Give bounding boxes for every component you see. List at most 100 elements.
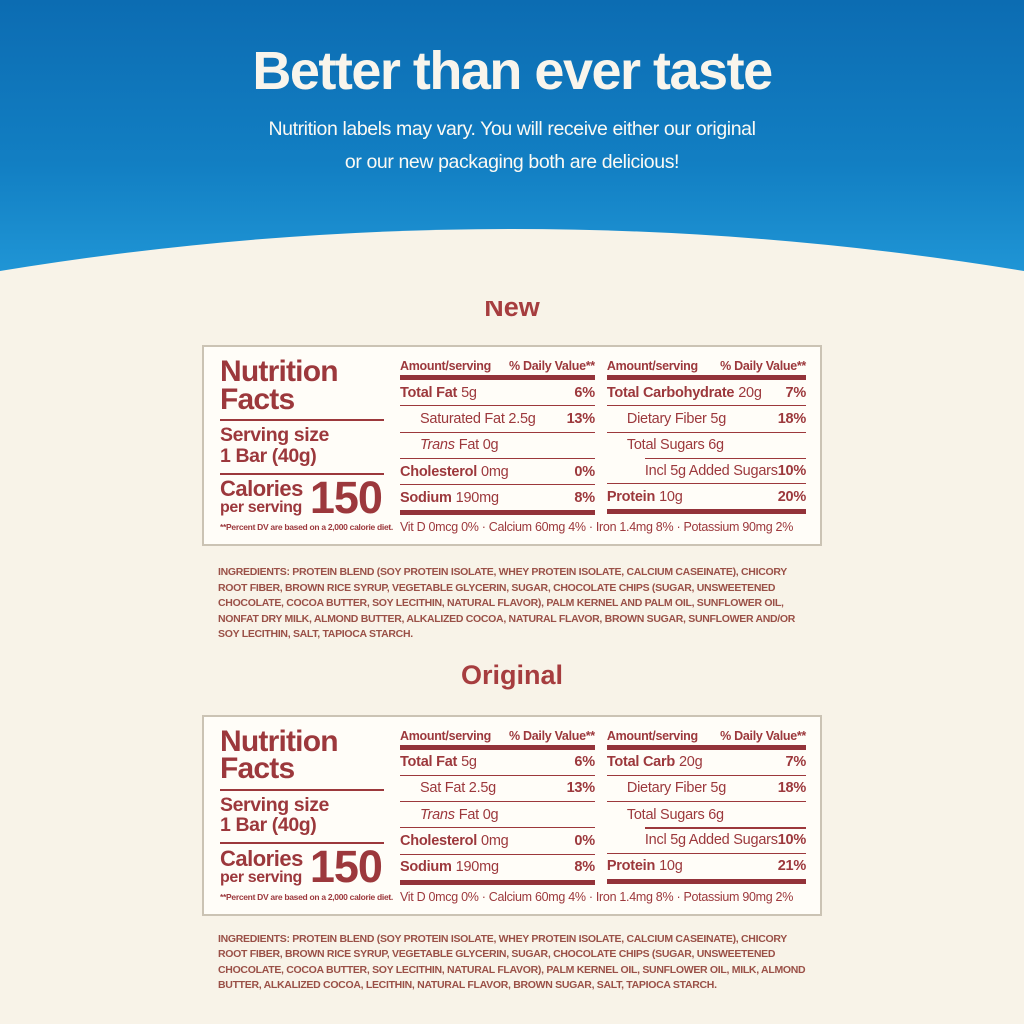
- calories-label: Calories: [220, 845, 303, 871]
- row-total-fat: Total Fat 5g 6%: [400, 750, 595, 776]
- row-name: Total Sugars 6g: [607, 437, 724, 453]
- nutrient-columns: Amount/serving % Daily Value** Total Fat…: [400, 728, 806, 904]
- row-added-sugars: Incl 5g Added Sugars 10%: [606, 827, 806, 854]
- row-dv: 0%: [574, 833, 595, 850]
- divider-line: [220, 788, 384, 791]
- calories-label: Calories: [220, 476, 303, 502]
- micronutrients-line: Vit D 0mcg 0% · Calcium 60mg 4% · Iron 1…: [400, 520, 794, 534]
- nutrition-facts-title: Nutrition Facts: [220, 724, 390, 786]
- row-name-rest: Dietary Fiber 5g: [626, 780, 727, 797]
- row-name-bold: Cholesterol: [400, 463, 478, 480]
- hero-title: Better than ever taste: [252, 41, 773, 101]
- nutrition-facts-panel: Nutrition Facts Serving size 1 Bar (40g)…: [220, 724, 400, 904]
- row-name: Total Fat 5g: [400, 385, 477, 401]
- row-name-bold: Trans: [420, 437, 455, 454]
- column-header-amount: Amount/serving: [606, 728, 698, 743]
- row-dv: 18%: [777, 780, 807, 797]
- row-trans-fat: Trans Fat 0g: [400, 802, 595, 829]
- row-name-bold: Sodium: [400, 859, 452, 876]
- hero-subtitle: Nutrition labels may vary. You will rece…: [0, 113, 1024, 179]
- nutrition-facts-title-line1: Nutrition: [220, 355, 339, 388]
- row-dv: 6%: [574, 384, 595, 401]
- serving-size-label: Serving size: [220, 793, 330, 816]
- column-header-dv: % Daily Value**: [509, 728, 595, 743]
- columns-wrap: Amount/serving % Daily Value** Total Fat…: [400, 358, 806, 516]
- serving-size: Serving size 1 Bar (40g): [220, 425, 390, 466]
- calories-value: 150: [309, 471, 383, 523]
- divider-line: [220, 842, 384, 844]
- nutrient-column-left: Amount/serving % Daily Value** Total Fat…: [400, 728, 595, 886]
- serving-size-value: 1 Bar (40g): [220, 814, 317, 837]
- row-dietary-fiber: Dietary Fiber 5g 18%: [606, 406, 807, 433]
- nutrition-facts-title-line2: Facts: [220, 382, 295, 416]
- nutrition-facts-title-line1: Nutrition: [220, 724, 339, 758]
- row-name-rest: Sat Fat 2.5g: [420, 780, 496, 797]
- row-cholesterol: Cholesterol 0mg 0%: [400, 828, 595, 855]
- row-total-carbohydrate: Total Carbohydrate 20g 7%: [606, 380, 806, 407]
- thick-bar: [606, 375, 806, 380]
- nutrient-column-right: Amount/serving % Daily Value** Total Car…: [606, 358, 807, 516]
- row-sodium: Sodium 190mg 8%: [400, 855, 595, 880]
- column-header: Amount/serving % Daily Value**: [607, 728, 806, 743]
- row-name: Protein 10g: [607, 858, 683, 874]
- row-name: Trans Fat 0g: [400, 807, 499, 823]
- row-name: Total Fat 5g: [400, 754, 477, 770]
- row-name-rest: Fat 0g: [458, 437, 499, 454]
- hero-banner: Better than ever taste Nutrition labels …: [0, 0, 1024, 301]
- row-total-sugars: Total Sugars 6g: [607, 802, 807, 830]
- row-name-bold: Total Carbohydrate: [606, 384, 735, 401]
- row-name: Protein 10g: [607, 489, 683, 505]
- row-name: Saturated Fat 2.5g: [400, 411, 536, 427]
- row-dv: 20%: [777, 488, 807, 505]
- row-name-rest: Saturated Fat 2.5g: [420, 410, 536, 427]
- ingredients-paragraph-new: INGREDIENTS: PROTEIN BLEND (SOY PROTEIN …: [218, 566, 796, 640]
- calories-block: Calories per serving 150: [220, 471, 390, 523]
- row-dv: 21%: [777, 858, 807, 875]
- row-name: Dietary Fiber 5g: [607, 411, 726, 427]
- row-name: Dietary Fiber 5g: [607, 780, 726, 796]
- calories-sublabel: per serving: [220, 868, 302, 886]
- row-dv: 13%: [566, 780, 596, 797]
- row-name-bold: Protein: [606, 858, 656, 875]
- row-dv: 6%: [574, 754, 595, 771]
- column-header-dv: % Daily Value**: [509, 359, 595, 373]
- row-name-rest: 5g: [461, 384, 477, 401]
- row-total-fat: Total Fat 5g 6%: [400, 380, 595, 407]
- nutrient-rows: Total Carb 20g 7% Dietary Fiber 5g 18% To…: [606, 750, 807, 879]
- row-name-rest: Incl 5g Added Sugars: [644, 832, 778, 849]
- row-name: Cholesterol 0mg: [400, 463, 509, 480]
- row-name-bold: Sodium: [400, 489, 452, 506]
- nutrient-columns: Amount/serving % Daily Value** Total Fat…: [400, 358, 806, 534]
- row-saturated-fat: Saturated Fat 2.5g 13%: [400, 406, 595, 433]
- column-header: Amount/serving % Daily Value**: [400, 728, 595, 743]
- calories-value: 150: [309, 841, 383, 892]
- row-trans-fat: Trans Fat 0g: [400, 433, 595, 459]
- thick-bar: [400, 375, 595, 380]
- row-name: Incl 5g Added Sugars: [607, 832, 778, 848]
- content-area: New Nutrition Facts Serving size 1 Bar (…: [0, 292, 1024, 994]
- row-name: Sat Fat 2.5g: [400, 780, 496, 796]
- micronutrients-line: Vit D 0mcg 0% · Calcium 60mg 4% · Iron 1…: [400, 889, 794, 904]
- dv-footnote: **Percent DV are based on a 2,000 calori…: [220, 891, 393, 902]
- row-name-bold: Cholesterol: [400, 833, 478, 850]
- row-dv: 0%: [574, 463, 595, 480]
- nutrition-facts-title-line2: Facts: [220, 752, 295, 786]
- row-name: Sodium 190mg: [400, 490, 499, 506]
- row-dv: 18%: [777, 410, 807, 427]
- row-name-rest: 5g: [461, 754, 477, 771]
- row-name-bold: Total Fat: [400, 754, 458, 771]
- row-sat-fat: Sat Fat 2.5g 13%: [400, 776, 596, 803]
- nutrient-rows: Total Fat 5g 6% Saturated Fat 2.5g 13% Tr…: [400, 380, 595, 510]
- columns-wrap: Amount/serving % Daily Value** Total Fat…: [400, 728, 806, 886]
- row-name-rest: 190mg: [455, 489, 499, 506]
- serving-size-label: Serving size: [220, 424, 330, 447]
- row-name: Sodium 190mg: [400, 859, 499, 875]
- nutrition-facts-panel: Nutrition Facts Serving size 1 Bar (40g)…: [220, 355, 400, 534]
- column-header: Amount/serving % Daily Value**: [400, 358, 595, 373]
- column-header-dv: % Daily Value**: [720, 359, 806, 373]
- row-name-rest: 10g: [659, 858, 683, 875]
- row-sodium: Sodium 190mg 8%: [400, 485, 595, 510]
- divider-line: [220, 472, 384, 475]
- thick-bar: [400, 510, 595, 516]
- row-total-carb: Total Carb 20g 7%: [606, 750, 806, 776]
